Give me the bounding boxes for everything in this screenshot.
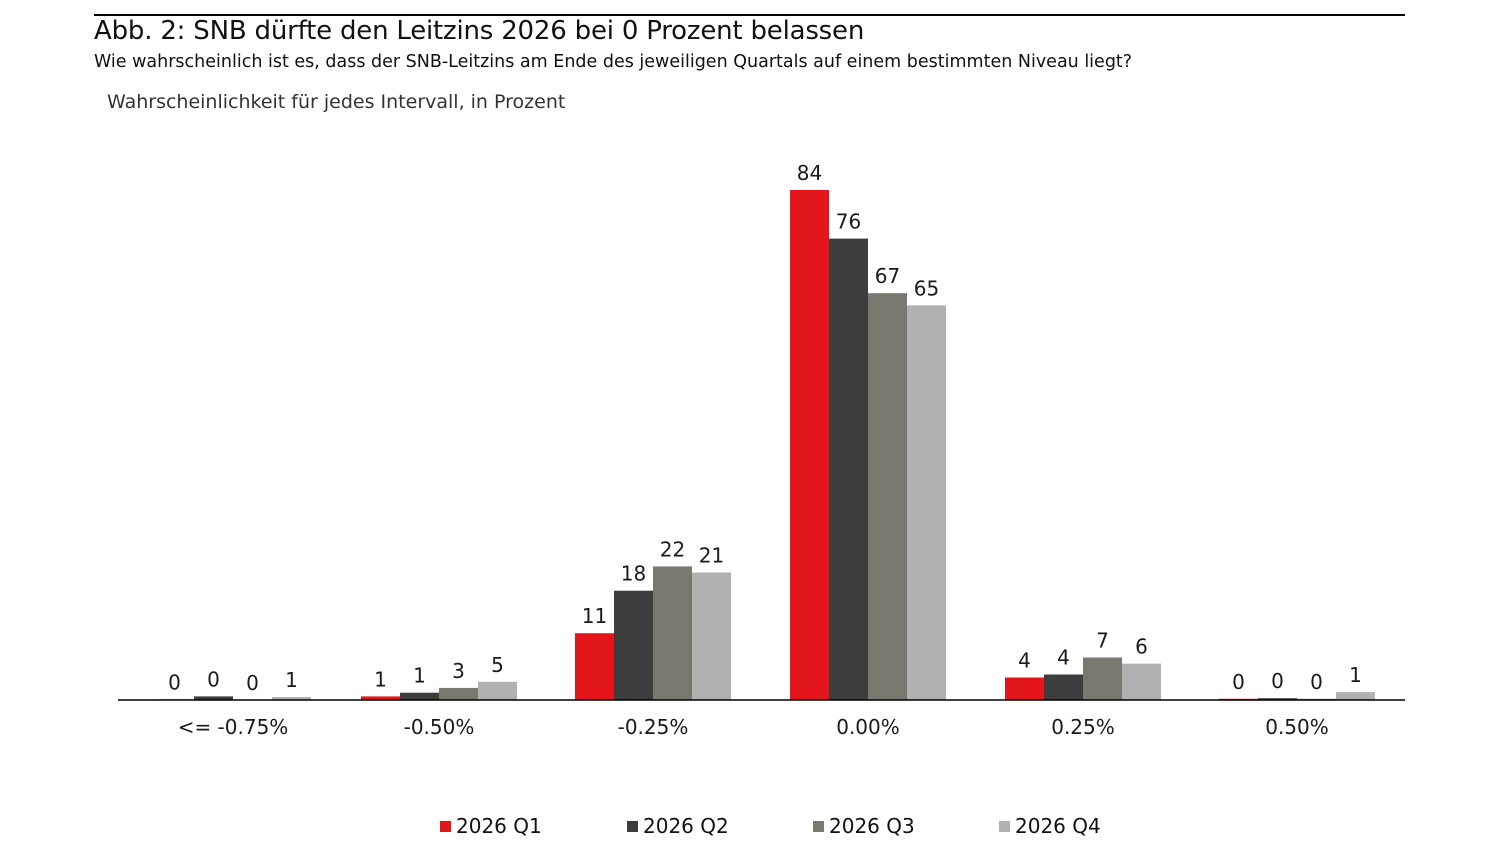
data-label: 0: [246, 671, 259, 695]
chart-subtitle: Wie wahrscheinlich ist es, dass der SNB-…: [94, 52, 1133, 72]
x-tick-label: 0.25%: [1051, 715, 1115, 739]
data-label: 1: [413, 664, 426, 688]
bar-2026-q1-3: [790, 190, 829, 700]
bar-2026-q1-1: [361, 696, 400, 700]
data-label: 1: [1349, 663, 1362, 687]
chart-title: Abb. 2: SNB dürfte den Leitzins 2026 bei…: [94, 16, 865, 46]
legend-item: 2026 Q4: [999, 814, 1101, 838]
bar-2026-q2-1: [400, 692, 439, 700]
data-label: 0: [1271, 669, 1284, 693]
bar-2026-q2-2: [614, 590, 653, 700]
data-label: 21: [699, 544, 724, 568]
legend-swatch: [440, 820, 451, 832]
legend-swatch: [813, 820, 824, 832]
legend-label: 2026 Q1: [456, 814, 542, 838]
data-label: 76: [836, 210, 861, 234]
legend-label: 2026 Q3: [829, 814, 915, 838]
data-label: 1: [285, 668, 298, 692]
top-rule: [94, 14, 1405, 16]
data-label: 4: [1057, 646, 1070, 670]
legend-item: 2026 Q2: [627, 814, 729, 838]
data-label: 4: [1018, 649, 1031, 673]
data-label: 84: [797, 161, 822, 185]
bar-2026-q3-2: [653, 566, 692, 700]
bar-2026-q2-4: [1044, 674, 1083, 700]
legend-item: 2026 Q3: [813, 814, 915, 838]
data-label: 1: [374, 667, 387, 691]
data-label: 0: [1232, 670, 1245, 694]
bar-2026-q3-4: [1083, 657, 1122, 700]
y-axis-caption: Wahrscheinlichkeit für jedes Intervall, …: [107, 91, 566, 113]
data-label: 6: [1135, 635, 1148, 659]
bar-2026-q2-5: [1258, 698, 1297, 700]
bar-2026-q3-1: [439, 687, 478, 700]
bar-2026-q4-0: [272, 697, 311, 700]
data-label: 7: [1096, 629, 1109, 653]
x-tick-label: 0.00%: [836, 715, 900, 739]
chart-legend: 2026 Q1 2026 Q2 2026 Q3 2026 Q4: [0, 814, 1500, 842]
data-label: 0: [1310, 670, 1323, 694]
legend-label: 2026 Q4: [1015, 814, 1101, 838]
data-label: 3: [452, 659, 465, 683]
legend-swatch: [627, 820, 638, 832]
x-tick-label: <= -0.75%: [178, 715, 289, 739]
bar-2026-q4-3: [907, 305, 946, 700]
bar-2026-q4-5: [1336, 692, 1375, 700]
legend-label: 2026 Q2: [643, 814, 729, 838]
legend-swatch: [999, 820, 1010, 832]
bar-2026-q2-3: [829, 238, 868, 700]
data-label: 0: [207, 667, 220, 691]
x-tick-label: -0.50%: [404, 715, 475, 739]
data-label: 67: [875, 264, 900, 288]
bar-2026-q4-4: [1122, 663, 1161, 700]
bar-2026-q2-0: [194, 696, 233, 700]
data-label: 65: [914, 276, 939, 300]
bar-2026-q4-2: [692, 572, 731, 700]
legend-item: 2026 Q1: [440, 814, 542, 838]
x-tick-label: 0.50%: [1265, 715, 1329, 739]
data-label: 11: [582, 604, 607, 628]
x-tick-label: -0.25%: [618, 715, 689, 739]
bar-2026-q4-1: [478, 681, 517, 700]
data-label: 22: [660, 537, 685, 561]
bar-2026-q3-3: [868, 293, 907, 700]
bar-2026-q1-2: [575, 633, 614, 700]
bar-2026-q1-4: [1005, 677, 1044, 700]
data-label: 5: [491, 653, 504, 677]
data-label: 0: [168, 670, 181, 694]
data-label: 18: [621, 562, 646, 586]
